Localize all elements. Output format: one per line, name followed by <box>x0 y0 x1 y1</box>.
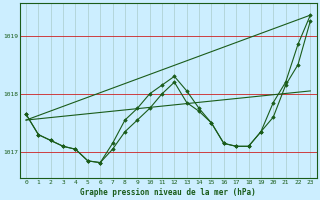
X-axis label: Graphe pression niveau de la mer (hPa): Graphe pression niveau de la mer (hPa) <box>80 188 256 197</box>
